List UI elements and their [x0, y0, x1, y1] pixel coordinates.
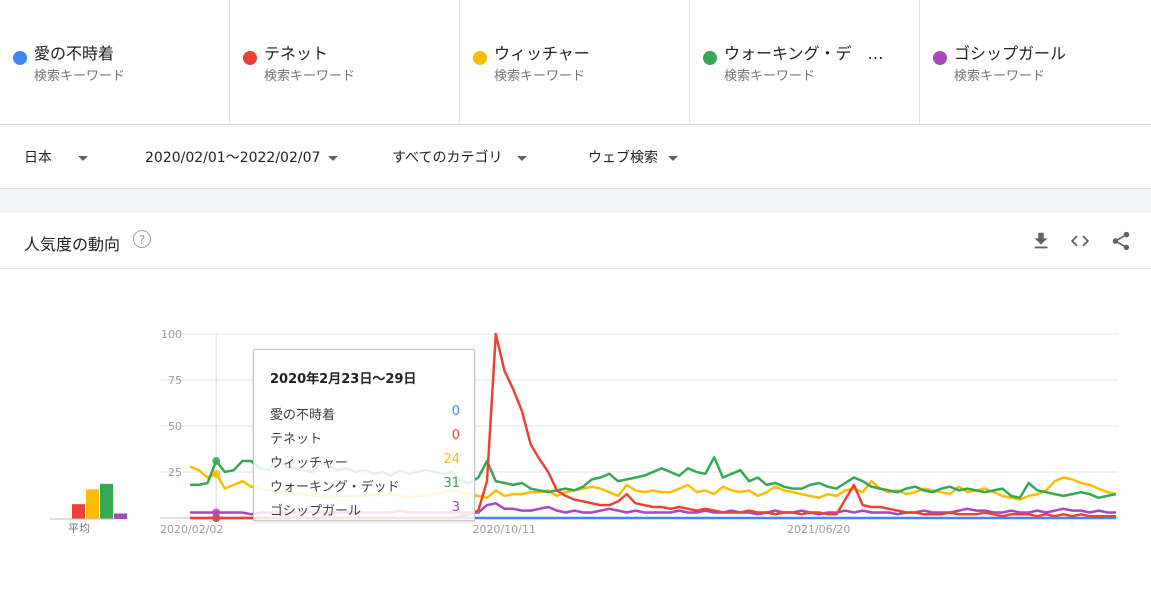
series-color-dot: [13, 51, 27, 65]
keyword-bar: 愛の不時着 検索キーワード テネット 検索キーワード ウィッチャー 検索キーワード ウォーキ…: [0, 0, 1151, 125]
trend-chart[interactable]: 25 50 75 100 2020/02/02 2020/10/11 2021/06/20 平…: [0, 270, 1151, 606]
tooltip-series-label: ウォーキング・デッド: [270, 480, 400, 495]
tooltip-series-label: ゴシップガール: [270, 504, 362, 519]
tooltip-row: ゴシップガール 3: [270, 500, 460, 520]
tooltip-row: 愛の不時着 0: [270, 404, 460, 424]
keyword-type: 検索キーワード: [494, 69, 586, 84]
download-icon[interactable]: [1030, 230, 1052, 252]
average-bar: [100, 483, 113, 519]
embed-code-icon[interactable]: [1069, 230, 1091, 252]
keyword-card[interactable]: テネット検索キーワード: [230, 0, 460, 124]
series-point: [212, 514, 221, 522]
x-tick-label: 2021/06/20: [787, 523, 850, 536]
chevron-down-icon: [668, 155, 678, 161]
keyword-name: ウィッチャー: [494, 44, 590, 63]
y-tick-label: 25: [168, 466, 182, 479]
chevron-down-icon: [517, 155, 528, 161]
region-value: 日本: [24, 150, 52, 166]
x-tick-label: 2020/10/11: [472, 523, 535, 536]
series-color-dot: [703, 51, 717, 65]
keyword-type: 検索キーワード: [34, 69, 126, 84]
keyword-card[interactable]: 愛の不時着検索キーワード: [0, 0, 230, 124]
x-tick-label: 2020/02/02: [160, 523, 223, 536]
keyword-type: 検索キーワード: [954, 69, 1046, 84]
series-color-dot: [933, 51, 947, 65]
search-type-select[interactable]: ウェブ検索: [588, 147, 678, 167]
tooltip-series-label: テネット: [270, 432, 323, 447]
tooltip-series-label: ウィッチャー: [270, 456, 348, 471]
help-circle-icon[interactable]: ?: [133, 230, 151, 248]
chart-tooltip: 2020年2月23日～29日 愛の不時着 0 テネット 0 ウィッチャー 24 ウォーキング…: [253, 349, 475, 521]
keyword-card[interactable]: ウォーキング・デ … 検索キーワード: [690, 0, 920, 124]
series-point: [212, 508, 221, 517]
average-bar: [86, 489, 99, 519]
region-select[interactable]: 日本: [24, 147, 88, 167]
tooltip-series-value: 0: [451, 404, 460, 419]
tooltip-series-value: 3: [451, 500, 460, 515]
y-tick-label: 50: [168, 420, 182, 433]
series-point: [212, 456, 221, 465]
chevron-down-icon: [78, 155, 88, 161]
date-range-value: 2020/02/01～2022/02/07: [145, 150, 321, 166]
section-gap: [0, 189, 1151, 213]
search-type-value: ウェブ検索: [588, 150, 658, 166]
keyword-card[interactable]: ゴシップガール検索キーワード: [920, 0, 1150, 124]
keyword-type: 検索キーワード: [264, 69, 356, 84]
keyword-card[interactable]: ウィッチャー検索キーワード: [460, 0, 690, 124]
tooltip-row: ウィッチャー 24: [270, 452, 460, 472]
series-color-dot: [243, 51, 257, 65]
average-label: 平均: [68, 522, 90, 535]
keyword-type: 検索キーワード: [724, 69, 816, 84]
average-bar: [72, 504, 85, 519]
chevron-down-icon: [328, 155, 339, 161]
tooltip-series-value: 31: [443, 476, 460, 491]
tooltip-title: 2020年2月23日～29日: [270, 372, 417, 387]
keyword-name: ウォーキング・デ …: [724, 44, 884, 63]
share-icon[interactable]: [1110, 230, 1132, 252]
date-range-select[interactable]: 2020/02/01～2022/02/07: [145, 147, 339, 167]
category-select[interactable]: すべてのカテゴリ: [392, 147, 528, 167]
y-tick-label: 100: [161, 328, 182, 341]
average-bar: [114, 513, 127, 519]
tooltip-row: テネット 0: [270, 428, 460, 448]
tooltip-row: ウォーキング・デッド 31: [270, 476, 460, 496]
series-color-dot: [473, 51, 487, 65]
category-value: すべてのカテゴリ: [392, 150, 503, 166]
filter-bar: 日本 2020/02/01～2022/02/07 すべてのカテゴリ ウェブ検索: [0, 125, 1151, 189]
keyword-name: テネット: [264, 44, 329, 63]
tooltip-series-value: 0: [451, 428, 460, 443]
card-divider: [0, 268, 1151, 269]
series-point: [212, 469, 221, 478]
keyword-name: 愛の不時着: [34, 44, 115, 63]
keyword-name: ゴシップガール: [954, 44, 1067, 63]
card-title: 人気度の動向: [24, 235, 121, 254]
y-tick-label: 75: [168, 374, 182, 387]
tooltip-series-value: 24: [443, 452, 460, 467]
tooltip-series-label: 愛の不時着: [270, 408, 336, 423]
